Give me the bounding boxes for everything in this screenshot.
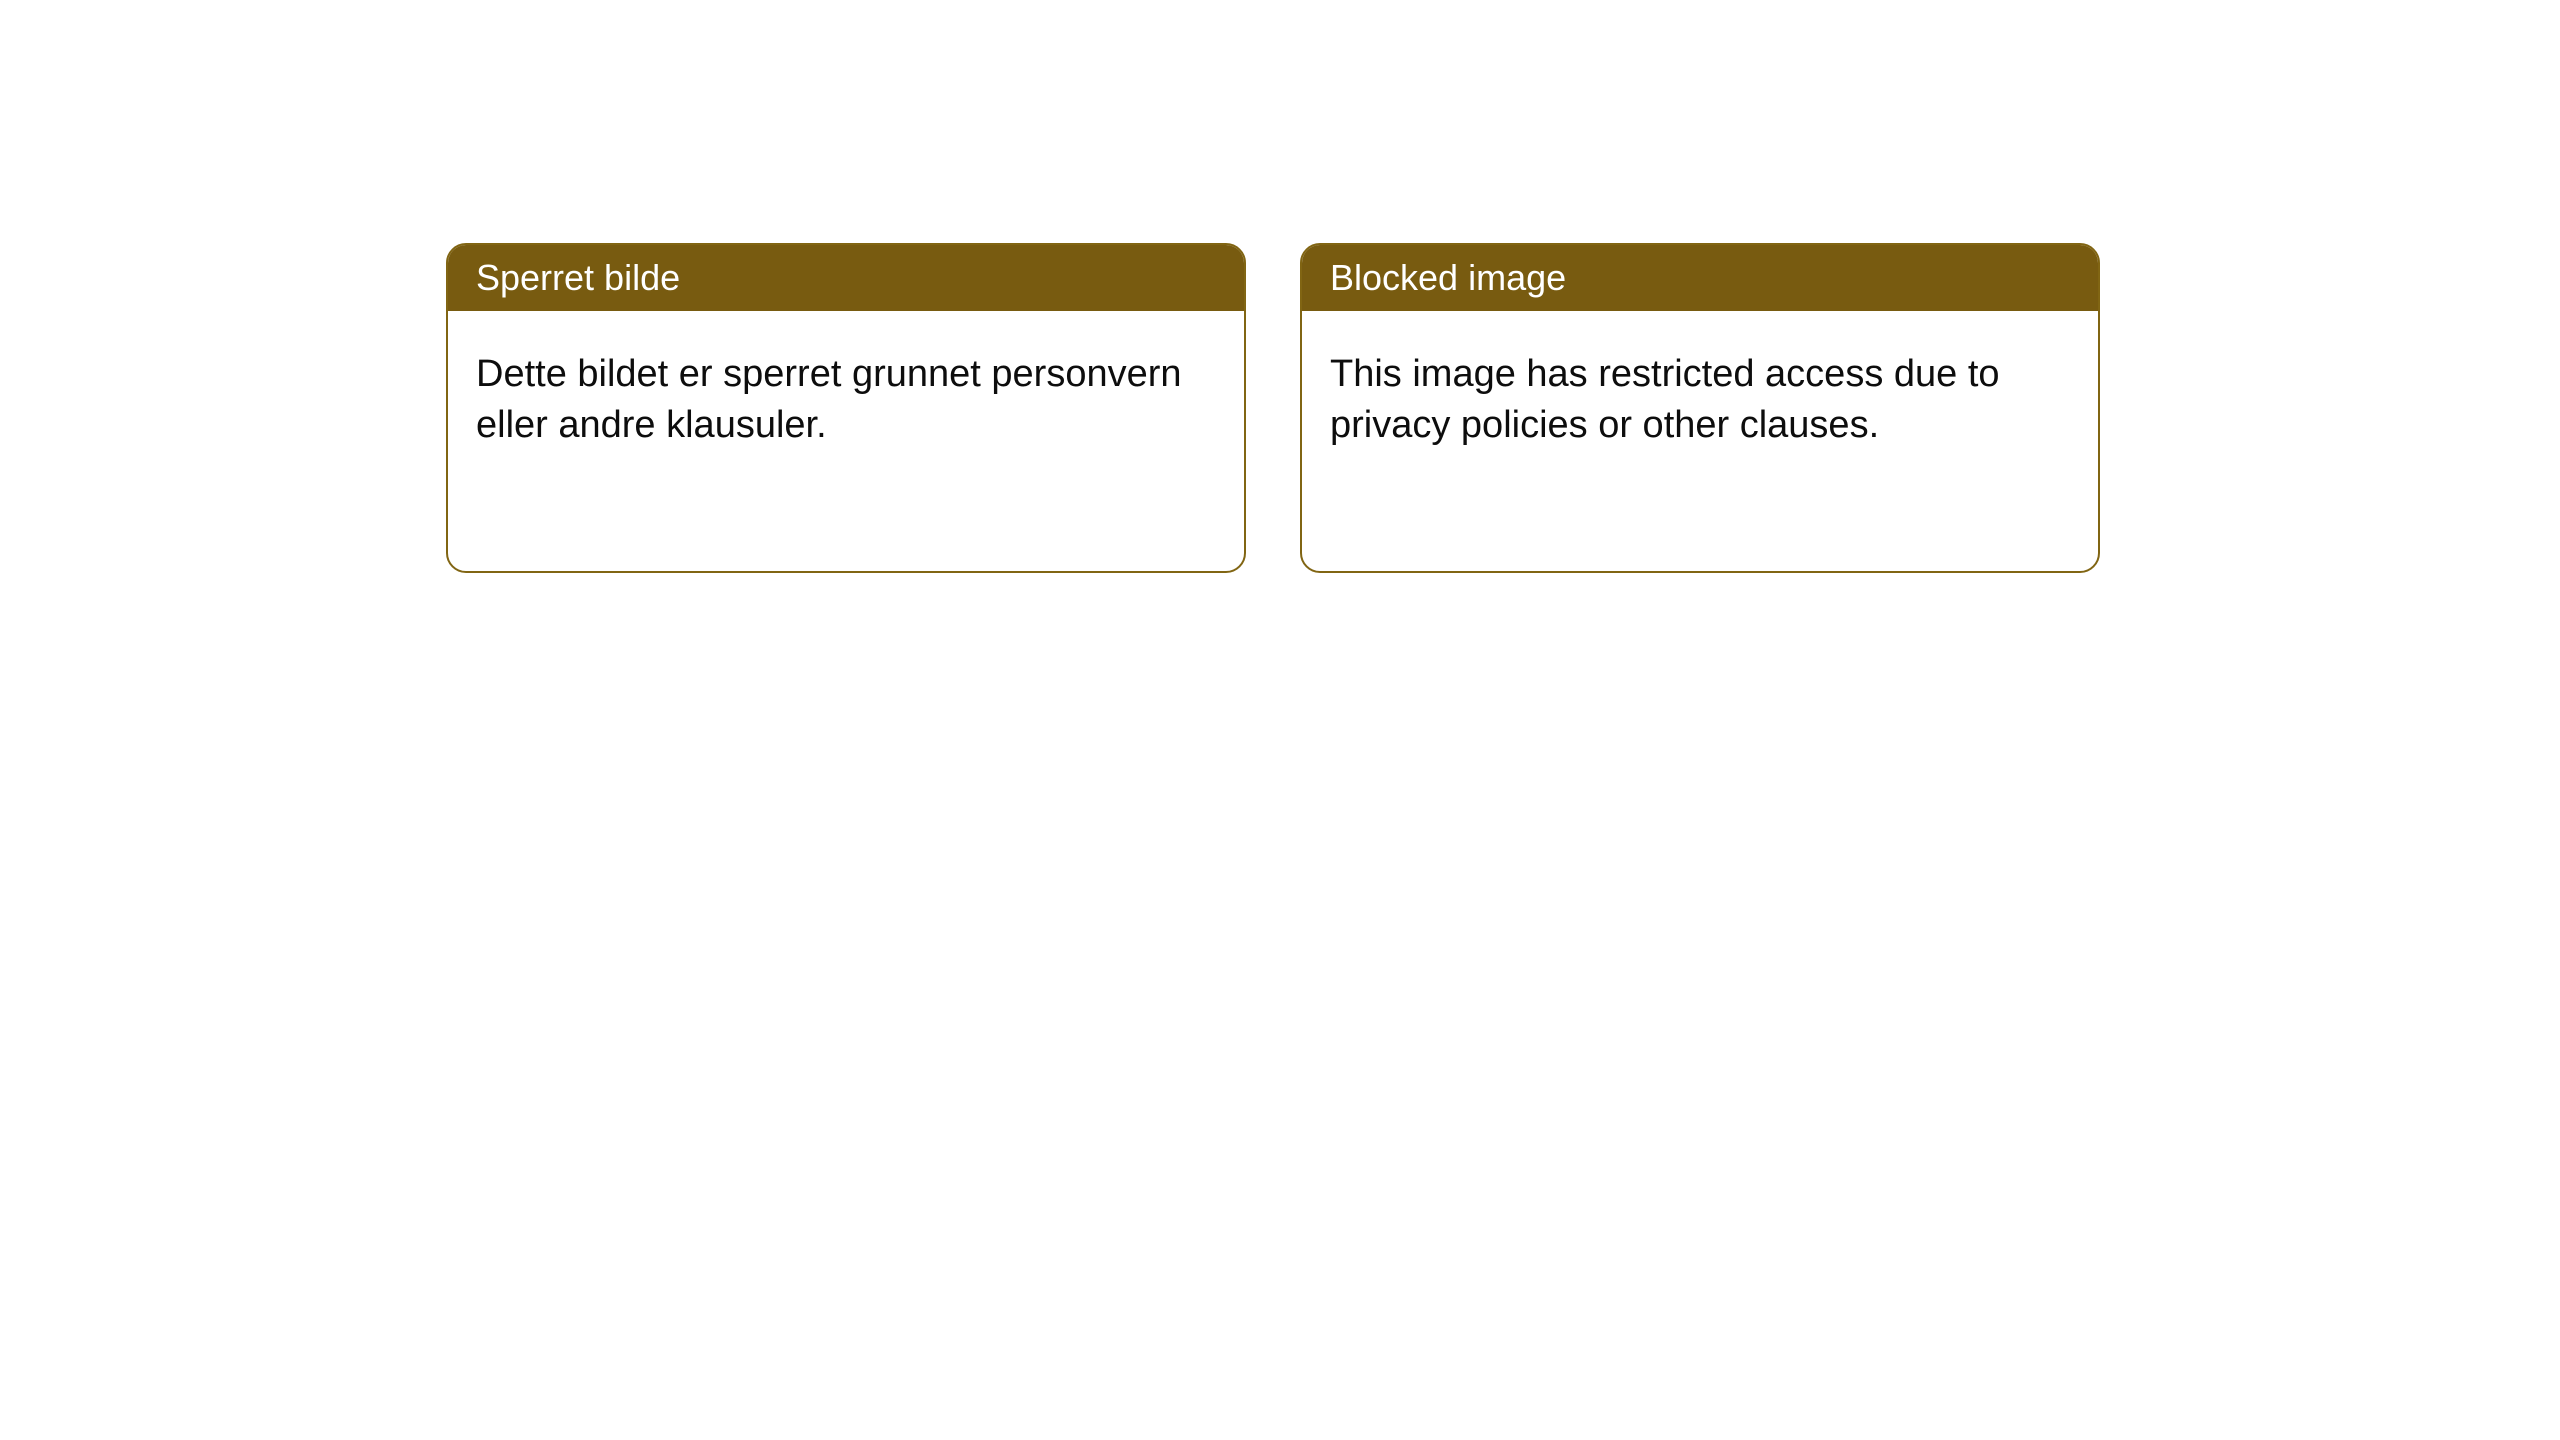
notice-card-en: Blocked image This image has restricted …	[1300, 243, 2100, 573]
notice-title-en: Blocked image	[1302, 245, 2098, 311]
notice-body-no: Dette bildet er sperret grunnet personve…	[448, 311, 1244, 490]
notice-card-no: Sperret bilde Dette bildet er sperret gr…	[446, 243, 1246, 573]
notice-body-en: This image has restricted access due to …	[1302, 311, 2098, 490]
notice-title-no: Sperret bilde	[448, 245, 1244, 311]
notice-container: Sperret bilde Dette bildet er sperret gr…	[0, 0, 2560, 573]
